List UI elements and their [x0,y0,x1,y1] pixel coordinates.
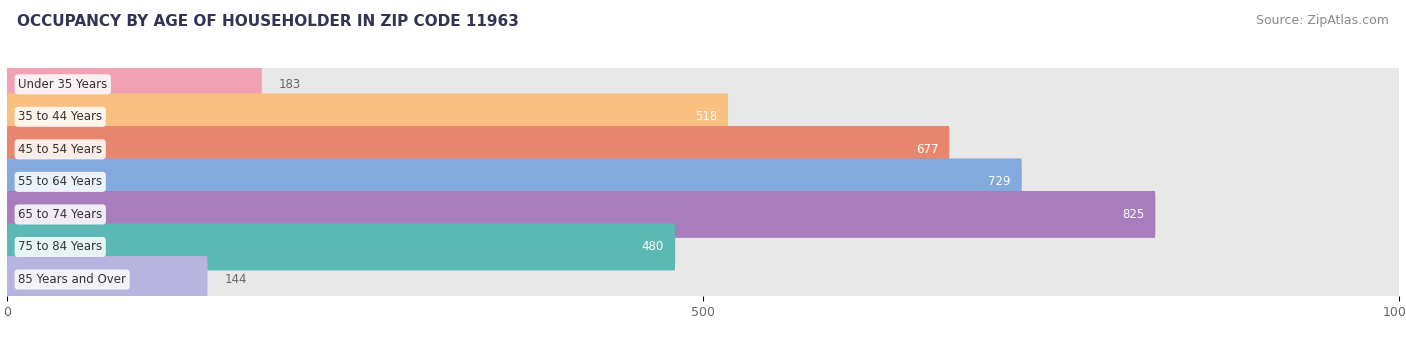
FancyBboxPatch shape [7,256,208,303]
FancyBboxPatch shape [7,256,1399,303]
Text: 65 to 74 Years: 65 to 74 Years [18,208,103,221]
Text: 144: 144 [224,273,246,286]
Text: 825: 825 [1122,208,1144,221]
FancyBboxPatch shape [7,126,1399,173]
FancyBboxPatch shape [7,158,1399,205]
FancyBboxPatch shape [7,126,949,173]
Text: 183: 183 [278,78,301,91]
Text: 518: 518 [695,110,717,123]
FancyBboxPatch shape [7,224,1399,270]
Text: 729: 729 [988,175,1011,188]
Text: 85 Years and Over: 85 Years and Over [18,273,127,286]
Text: 55 to 64 Years: 55 to 64 Years [18,175,103,188]
Text: 480: 480 [641,240,664,254]
FancyBboxPatch shape [7,158,1022,205]
FancyBboxPatch shape [7,191,1399,238]
Text: 75 to 84 Years: 75 to 84 Years [18,240,103,254]
FancyBboxPatch shape [7,61,1399,108]
Text: 35 to 44 Years: 35 to 44 Years [18,110,103,123]
FancyBboxPatch shape [7,191,1156,238]
FancyBboxPatch shape [7,61,262,108]
Text: 45 to 54 Years: 45 to 54 Years [18,143,103,156]
FancyBboxPatch shape [7,94,728,140]
Text: OCCUPANCY BY AGE OF HOUSEHOLDER IN ZIP CODE 11963: OCCUPANCY BY AGE OF HOUSEHOLDER IN ZIP C… [17,14,519,29]
Text: Under 35 Years: Under 35 Years [18,78,107,91]
FancyBboxPatch shape [7,94,1399,140]
Text: 677: 677 [915,143,938,156]
FancyBboxPatch shape [7,224,675,270]
Text: Source: ZipAtlas.com: Source: ZipAtlas.com [1256,14,1389,27]
